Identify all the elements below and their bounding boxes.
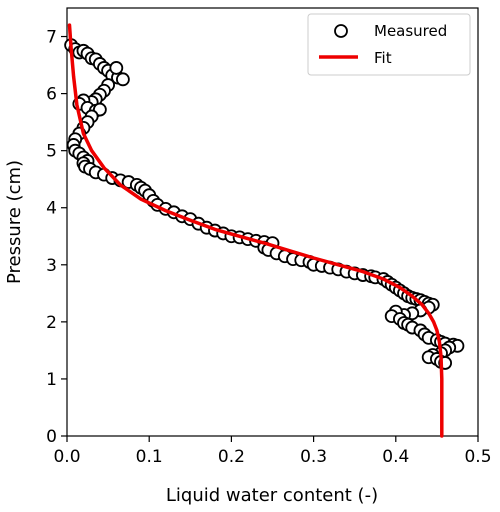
legend-measured-label: Measured — [374, 22, 447, 40]
plot-area — [64, 7, 479, 438]
y-tick-label: 7 — [46, 28, 57, 48]
y-tick-label: 6 — [46, 85, 57, 105]
y-tick-label: 5 — [46, 142, 57, 162]
measured-points — [64, 38, 465, 370]
y-tick-label: 3 — [46, 256, 57, 276]
measured-point — [109, 61, 124, 75]
y-tick-label: 1 — [46, 370, 57, 390]
x-axis-label: Liquid water content (-) — [166, 485, 378, 506]
legend: Measured Fit — [307, 13, 471, 76]
y-axis-label: Pressure (cm) — [4, 160, 25, 284]
plot-frame — [66, 7, 479, 437]
x-tick-label: 0.5 — [464, 447, 491, 467]
x-tick-label: 0.2 — [218, 447, 245, 467]
y-tick-label: 0 — [46, 427, 57, 447]
y-axis-ticks: 0 1 2 3 4 5 6 7 — [46, 28, 67, 447]
y-tick-label: 4 — [46, 199, 57, 219]
legend-measured-marker — [334, 24, 348, 38]
x-tick-label: 0.4 — [382, 447, 409, 467]
legend-box — [307, 13, 471, 76]
x-axis-ticks: 0.0 0.1 0.2 0.3 0.4 0.5 — [53, 436, 492, 467]
x-tick-label: 0.1 — [136, 447, 163, 467]
legend-fit-label: Fit — [374, 49, 392, 67]
x-tick-label: 0.0 — [53, 447, 80, 467]
fit-line — [67, 23, 444, 438]
measured-point — [115, 72, 130, 87]
x-tick-label: 0.3 — [300, 447, 327, 467]
y-tick-label: 2 — [46, 313, 57, 333]
